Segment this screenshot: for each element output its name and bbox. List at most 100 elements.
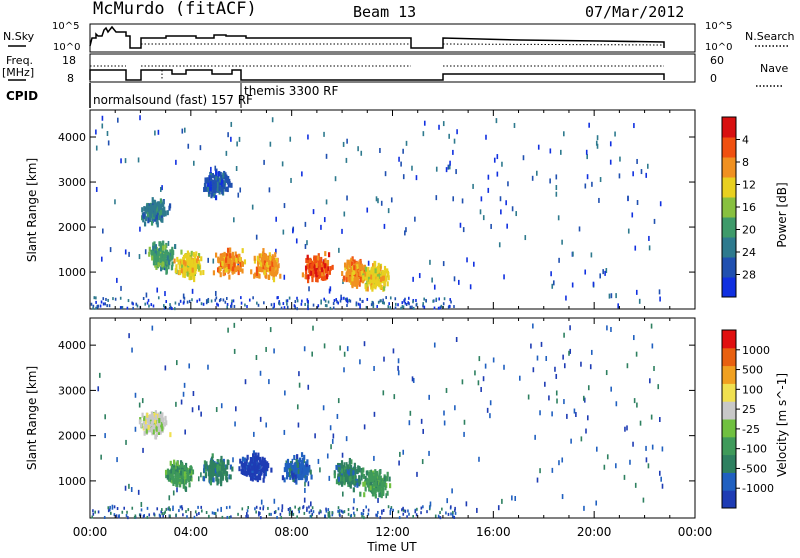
- echo-point: [312, 270, 315, 276]
- echo-point: [260, 516, 262, 520]
- echo-point: [163, 421, 166, 427]
- time-tick-label: 00:00: [73, 525, 108, 539]
- echo-point: [264, 471, 268, 477]
- echo-point: [387, 271, 390, 277]
- echo-point: [634, 482, 637, 488]
- freq-tick-bottom: 8: [67, 72, 74, 85]
- echo-point: [350, 279, 353, 285]
- echo-point: [168, 469, 172, 475]
- echo-point: [154, 244, 158, 250]
- echo-point: [180, 478, 183, 484]
- echo-point: [354, 266, 357, 272]
- echo-point: [295, 469, 298, 475]
- echo-point: [182, 301, 185, 305]
- echo-point: [344, 469, 347, 475]
- echo-point: [146, 412, 149, 418]
- echo-point: [161, 262, 164, 268]
- echo-point: [386, 471, 389, 477]
- echo-point: [343, 296, 345, 300]
- echo-point: [176, 460, 179, 466]
- echo-point: [246, 509, 249, 513]
- echo-point: [125, 439, 127, 445]
- echo-point: [168, 506, 170, 510]
- echo-point: [308, 286, 310, 292]
- echo-point: [281, 161, 284, 167]
- echo-point: [377, 497, 379, 503]
- echo-point: [239, 261, 242, 267]
- echo-point: [261, 456, 264, 462]
- echo-point: [161, 421, 165, 427]
- nsearch-tick-top: 10^5: [705, 21, 732, 32]
- echo-point: [327, 300, 330, 304]
- echo-point: [243, 259, 247, 265]
- echo-point: [229, 247, 232, 253]
- echo-point: [218, 258, 221, 264]
- echo-point: [447, 512, 450, 516]
- echo-point: [615, 401, 618, 407]
- echo-point: [219, 262, 223, 268]
- echo-point: [101, 123, 104, 129]
- echo-point: [383, 301, 385, 305]
- echo-point: [154, 411, 158, 417]
- echo-point: [415, 513, 418, 517]
- echo-point: [454, 508, 456, 512]
- echo-point: [604, 270, 606, 276]
- echo-point: [159, 209, 163, 215]
- echo-point: [439, 306, 442, 310]
- nsky-trace: [89, 25, 665, 49]
- echo-point: [298, 459, 301, 465]
- echo-point: [215, 407, 218, 413]
- echo-point: [283, 429, 286, 435]
- echo-point: [137, 489, 140, 495]
- echo-point: [176, 467, 179, 473]
- echo-point: [193, 160, 195, 166]
- echo-point: [92, 512, 95, 516]
- echo-point: [265, 464, 268, 470]
- echo-point: [202, 270, 205, 276]
- cpid-mode-normalsound: normalsound (fast) 157 RF: [93, 93, 253, 107]
- colorbar-segment: [722, 347, 736, 367]
- echo-point: [202, 302, 205, 306]
- echo-point: [255, 270, 259, 276]
- echo-point: [251, 472, 254, 478]
- echo-point: [300, 452, 304, 458]
- echo-point: [143, 221, 147, 227]
- echo-point: [318, 271, 322, 277]
- echo-point: [390, 197, 393, 203]
- echo-point: [447, 305, 450, 309]
- echo-point: [371, 300, 374, 304]
- echo-point: [182, 293, 185, 299]
- echo-point: [168, 306, 171, 310]
- echo-point: [304, 461, 307, 467]
- echo-point: [322, 405, 325, 411]
- echo-point: [194, 266, 197, 272]
- echo-point: [221, 189, 224, 195]
- echo-point: [342, 464, 345, 470]
- echo-point: [151, 210, 154, 216]
- echo-point: [394, 297, 397, 301]
- echo-point: [307, 305, 309, 309]
- echo-point: [560, 149, 562, 155]
- echo-point: [340, 460, 344, 466]
- nsearch-label: N.Search: [745, 30, 795, 43]
- echo-point: [229, 464, 232, 470]
- y-tick-label: 4000: [58, 339, 86, 352]
- echo-point: [161, 426, 164, 432]
- echo-point: [256, 255, 259, 261]
- echo-point: [211, 179, 214, 185]
- echo-point: [339, 345, 341, 351]
- echo-point: [338, 509, 341, 513]
- echo-point: [154, 250, 157, 256]
- echo-point: [288, 510, 291, 514]
- echo-point: [240, 301, 243, 305]
- echo-point: [450, 505, 452, 509]
- echo-point: [231, 466, 234, 472]
- echo-point: [461, 198, 464, 204]
- echo-point: [280, 516, 283, 520]
- echo-point: [262, 505, 265, 509]
- echo-point: [169, 432, 172, 438]
- echo-point: [341, 271, 344, 277]
- echo-point: [355, 303, 358, 307]
- echo-point: [190, 466, 193, 472]
